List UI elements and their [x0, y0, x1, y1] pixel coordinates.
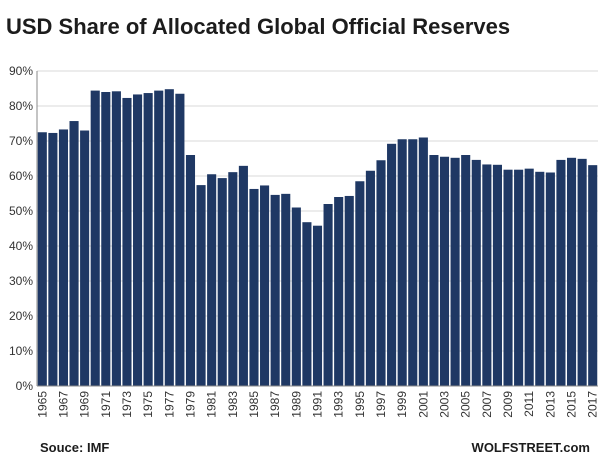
x-tick-label: 1975	[141, 391, 155, 418]
site-credit: WOLFSTREET.com	[471, 440, 590, 455]
bar-2005	[461, 155, 471, 386]
bar-1980	[196, 185, 206, 386]
bar-2015	[566, 157, 577, 386]
chart-title: USD Share of Allocated Global Official R…	[6, 14, 511, 39]
bar-2002	[429, 155, 439, 386]
bar-2010	[514, 169, 524, 386]
bar-1981	[207, 174, 217, 386]
x-tick-label: 1977	[162, 391, 176, 418]
y-tick-label: 90%	[9, 64, 33, 78]
bar-1997	[376, 160, 386, 386]
bar-2008	[492, 164, 502, 386]
bar-2007	[482, 164, 492, 386]
x-tick-label: 1987	[268, 391, 282, 418]
source-note: Souce: IMF	[40, 440, 110, 455]
bar-1989	[291, 207, 301, 386]
bar-1984	[238, 165, 248, 386]
bar-1973	[122, 97, 132, 386]
y-tick-label: 50%	[9, 204, 33, 218]
bar-2001	[418, 137, 428, 386]
x-tick-label: 1985	[247, 391, 261, 418]
x-tick-label: 1965	[35, 391, 49, 418]
bar-2009	[503, 169, 513, 386]
x-tick-label: 2007	[480, 391, 494, 418]
bar-1986	[260, 185, 270, 386]
y-tick-label: 30%	[9, 274, 33, 288]
x-tick-label: 2009	[501, 391, 515, 418]
bar-1983	[228, 172, 238, 386]
y-tick-label: 40%	[9, 239, 33, 253]
bar-1974	[133, 94, 143, 386]
bar-1968	[69, 121, 79, 387]
bar-2006	[471, 159, 481, 386]
bar-2011	[524, 168, 534, 386]
bar-2000	[408, 139, 418, 386]
x-tick-label: 2003	[438, 391, 452, 418]
y-tick-label: 60%	[9, 169, 33, 183]
x-tick-label: 1993	[332, 391, 346, 418]
bar-1970	[90, 90, 100, 386]
bar-2012	[535, 171, 545, 386]
bar-1998	[387, 143, 397, 386]
bar-1978	[175, 93, 185, 386]
bar-1967	[58, 129, 69, 386]
x-tick-label: 1971	[99, 391, 113, 418]
y-tick-label: 20%	[9, 309, 33, 323]
bar-1987	[270, 194, 280, 386]
x-tick-label: 1967	[56, 391, 70, 418]
y-tick-label: 0%	[16, 379, 34, 393]
bar-1996	[365, 170, 375, 386]
x-tick-label: 1979	[183, 391, 197, 418]
bar-1965	[37, 132, 47, 386]
x-tick-label: 1973	[120, 391, 134, 418]
bar-2004	[450, 157, 460, 386]
x-tick-label: 1983	[226, 391, 240, 418]
bar-1979	[185, 155, 196, 386]
bar-2017	[588, 165, 598, 386]
bar-1971	[101, 92, 111, 386]
x-tick-labels: 1965 1967 1969 1971 1973 1975 1977 1979 1981 1983…	[35, 391, 599, 418]
bars	[37, 89, 598, 387]
bar-1985	[249, 188, 259, 386]
bar-1977	[164, 89, 174, 386]
x-tick-label: 1995	[353, 391, 367, 418]
bar-1995	[355, 181, 365, 386]
bar-2003	[439, 156, 450, 386]
bar-1991	[312, 225, 323, 386]
y-tick-labels: 0% 10% 20% 30% 40% 50% 60% 70% 80% 90%	[9, 64, 33, 393]
x-tick-label: 2011	[522, 391, 536, 417]
y-tick-label: 70%	[9, 134, 33, 148]
bar-1992	[323, 204, 333, 386]
x-tick-label: 2001	[416, 391, 430, 418]
bar-2013	[545, 172, 555, 386]
y-tick-label: 10%	[9, 344, 33, 358]
x-tick-label: 2005	[459, 391, 473, 418]
x-tick-label: 1969	[78, 391, 92, 418]
bar-1994	[344, 195, 354, 386]
bar-1982	[217, 178, 227, 386]
bar-2016	[577, 158, 587, 386]
bar-1966	[48, 132, 58, 386]
x-tick-label: 2017	[586, 391, 600, 418]
bar-1975	[143, 93, 153, 387]
bar-1972	[111, 91, 121, 387]
x-tick-label: 2015	[565, 391, 579, 418]
bar-1988	[281, 193, 291, 386]
bar-2014	[556, 159, 566, 386]
bar-1990	[302, 222, 312, 386]
x-tick-label: 2013	[543, 391, 557, 418]
x-tick-label: 1991	[311, 391, 325, 418]
x-tick-label: 1989	[289, 391, 303, 418]
x-tick-label: 1997	[374, 391, 388, 418]
x-tick-label: 1981	[205, 391, 219, 418]
y-tick-label: 80%	[9, 99, 33, 113]
bar-1976	[154, 90, 164, 386]
bar-1993	[334, 197, 344, 386]
bar-1969	[80, 130, 90, 386]
axes	[36, 71, 598, 387]
bar-1999	[397, 139, 407, 386]
x-tick-label: 1999	[395, 391, 409, 418]
